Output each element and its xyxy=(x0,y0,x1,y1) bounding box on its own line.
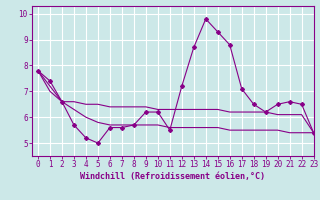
X-axis label: Windchill (Refroidissement éolien,°C): Windchill (Refroidissement éolien,°C) xyxy=(80,172,265,181)
